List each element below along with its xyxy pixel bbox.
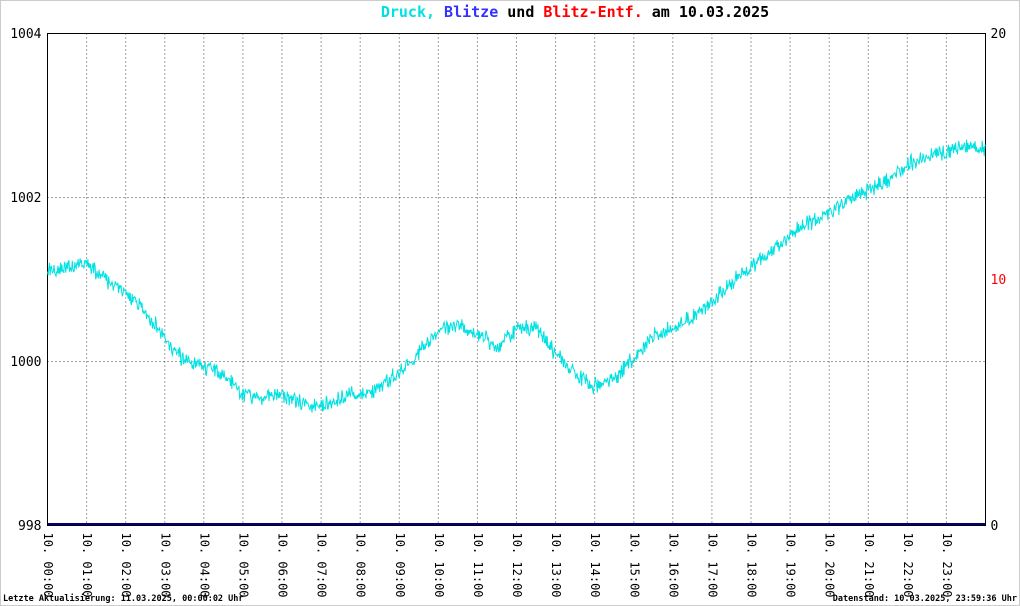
y-axis-right-labels: 0 10 20 xyxy=(991,27,1007,534)
x-tick-label: 10. 15:00 xyxy=(627,533,641,598)
y-right-tick-label: 0 xyxy=(991,519,999,534)
x-tick-label: 10. 21:00 xyxy=(862,533,876,598)
x-tick-label: 10. 22:00 xyxy=(901,533,915,598)
title-segment-blitz-entf: Blitz-Entf. xyxy=(543,3,643,21)
x-tick-label: 10. 05:00 xyxy=(236,533,250,598)
x-tick-label: 10. 00:00 xyxy=(41,533,55,598)
y-left-tick-label: 1004 xyxy=(10,27,41,42)
y-left-tick-label: 1000 xyxy=(10,355,41,370)
x-tick-label: 10. 20:00 xyxy=(823,533,837,598)
x-tick-label: 10. 16:00 xyxy=(666,533,680,598)
x-tick-label: 10. 03:00 xyxy=(158,533,172,598)
chart-title: Druck, Blitze und Blitz-Entf. am 10.03.2… xyxy=(0,3,1020,21)
x-tick-label: 10. 01:00 xyxy=(80,533,94,598)
x-tick-label: 10. 04:00 xyxy=(197,533,211,598)
x-tick-label: 10. 18:00 xyxy=(745,533,759,598)
x-tick-label: 10. 10:00 xyxy=(432,533,446,598)
y-left-tick-label: 998 xyxy=(18,519,41,534)
plot-border xyxy=(47,33,986,526)
x-tick-label: 10. 02:00 xyxy=(119,533,133,598)
title-segment-blitze: Blitze xyxy=(435,3,499,21)
title-segment-und: und xyxy=(498,3,544,21)
title-segment-date: am 10.03.2025 xyxy=(642,3,770,21)
y-right-tick-label: 10 xyxy=(991,273,1007,288)
data-timestamp-text: Datenstand: 10.03.2025, 23:59:36 Uhr xyxy=(832,594,1017,604)
x-tick-label: 10. 14:00 xyxy=(588,533,602,598)
x-tick-label: 10. 11:00 xyxy=(471,533,485,598)
x-tick-label: 10. 12:00 xyxy=(510,533,524,598)
y-axis-left-labels: 998 1000 1002 1004 xyxy=(10,27,41,534)
x-tick-label: 10. 09:00 xyxy=(393,533,407,598)
pressure-line xyxy=(47,139,986,413)
y-right-tick-label: 20 xyxy=(991,27,1007,42)
x-axis-labels: 10. 00:00 10. 01:00 10. 02:00 10. 03:00 10. … xyxy=(41,533,954,598)
x-tick-label: 10. 07:00 xyxy=(315,533,329,598)
x-tick-label: 10. 06:00 xyxy=(276,533,290,598)
title-segment-druck: Druck, xyxy=(380,3,436,21)
last-update-text: Letzte Aktualisierung: 11.03.2025, 00:00… xyxy=(3,594,244,604)
x-tick-label: 10. 13:00 xyxy=(549,533,563,598)
x-tick-label: 10. 08:00 xyxy=(354,533,368,598)
x-tick-label: 10. 23:00 xyxy=(940,533,954,598)
x-tick-label: 10. 17:00 xyxy=(705,533,719,598)
grid-lines xyxy=(47,33,986,526)
x-tick-label: 10. 19:00 xyxy=(784,533,798,598)
y-left-tick-label: 1002 xyxy=(10,191,41,206)
